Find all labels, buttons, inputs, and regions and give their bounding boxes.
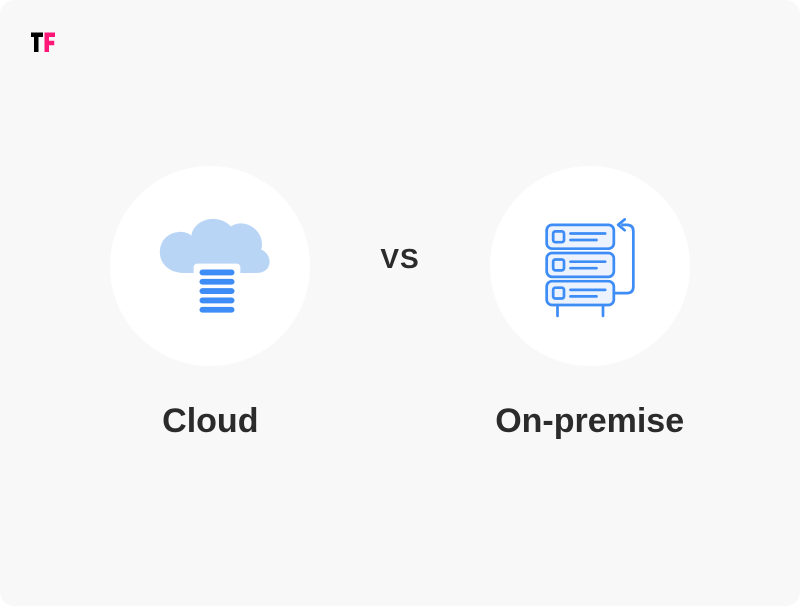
cloud-icon — [140, 196, 280, 336]
option-onpremise-label: On-premise — [495, 402, 684, 441]
infographic-canvas: Cloud VS — [0, 0, 800, 606]
server-icon — [525, 201, 655, 331]
server-circle — [490, 166, 690, 366]
option-cloud-label: Cloud — [162, 402, 258, 441]
vs-label: VS — [380, 243, 419, 275]
comparison-row: Cloud VS — [0, 0, 800, 606]
option-onpremise: On-premise — [460, 166, 720, 441]
option-cloud: Cloud — [80, 166, 340, 441]
cloud-circle — [110, 166, 310, 366]
